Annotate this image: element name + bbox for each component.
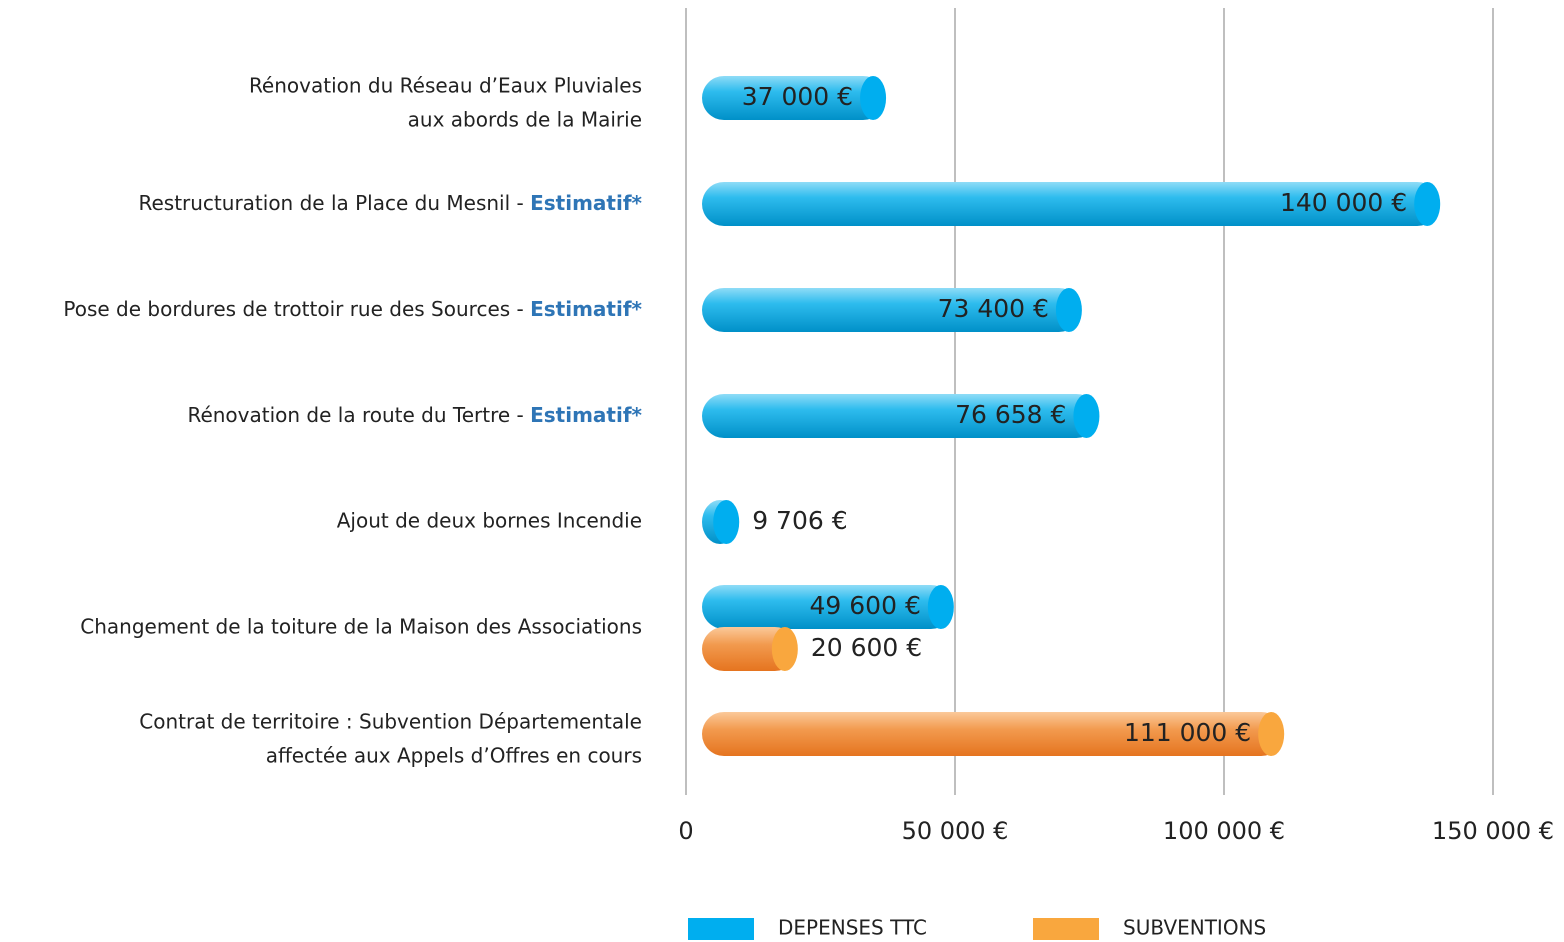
value-label: 49 600 € (810, 591, 921, 620)
category-label: Contrat de territoire : Subvention Dépar… (139, 710, 642, 734)
category-label: Changement de la toiture de la Maison de… (80, 615, 642, 639)
category-label: Pose de bordures de trottoir rue des Sou… (63, 297, 642, 321)
bar (702, 76, 886, 120)
category-label: Rénovation de la route du Tertre - Estim… (187, 403, 642, 427)
bar-cap (1073, 394, 1100, 438)
value-label: 73 400 € (938, 294, 1049, 323)
category-text: Pose de bordures de trottoir rue des Sou… (63, 297, 530, 321)
x-tick-label: 50 000 € (902, 817, 1009, 845)
bar-cap (771, 627, 798, 671)
value-label: 111 000 € (1124, 718, 1251, 747)
category-note: Estimatif* (530, 191, 642, 215)
category-note: Estimatif* (530, 297, 642, 321)
legend-label: DEPENSES TTC (778, 916, 927, 940)
category-label: affectée aux Appels d’Offres en cours (266, 744, 642, 768)
bar (702, 627, 797, 671)
category-text: Restructuration de la Place du Mesnil - (138, 191, 530, 215)
x-tick-label: 100 000 € (1163, 817, 1285, 845)
legend-swatch (688, 918, 754, 940)
legend-label: SUBVENTIONS (1123, 916, 1266, 940)
value-label: 20 600 € (811, 633, 922, 662)
bar-cap (1055, 288, 1082, 332)
value-label: 76 658 € (955, 400, 1066, 429)
bar (702, 712, 1284, 756)
bar (702, 288, 1081, 332)
value-label: 37 000 € (742, 82, 853, 111)
x-tick-label: 150 000 € (1432, 817, 1554, 845)
bar-cap (1258, 712, 1285, 756)
value-label: 9 706 € (752, 506, 847, 535)
category-label: aux abords de la Mairie (408, 108, 642, 132)
value-label: 140 000 € (1280, 188, 1407, 217)
bar-cap (713, 500, 740, 544)
bar (702, 585, 953, 629)
bar-cap (860, 76, 887, 120)
legend-swatch (1033, 918, 1099, 940)
category-label: Ajout de deux bornes Incendie (337, 509, 642, 533)
category-label: Restructuration de la Place du Mesnil - … (138, 191, 642, 215)
x-tick-label: 0 (678, 817, 693, 845)
category-text: Rénovation de la route du Tertre - (187, 403, 530, 427)
bar (702, 182, 1440, 226)
category-label: Rénovation du Réseau d’Eaux Pluviales (249, 74, 642, 98)
category-note: Estimatif* (530, 403, 642, 427)
bar-cap (1414, 182, 1441, 226)
bar (702, 394, 1099, 438)
bar-cap (927, 585, 954, 629)
